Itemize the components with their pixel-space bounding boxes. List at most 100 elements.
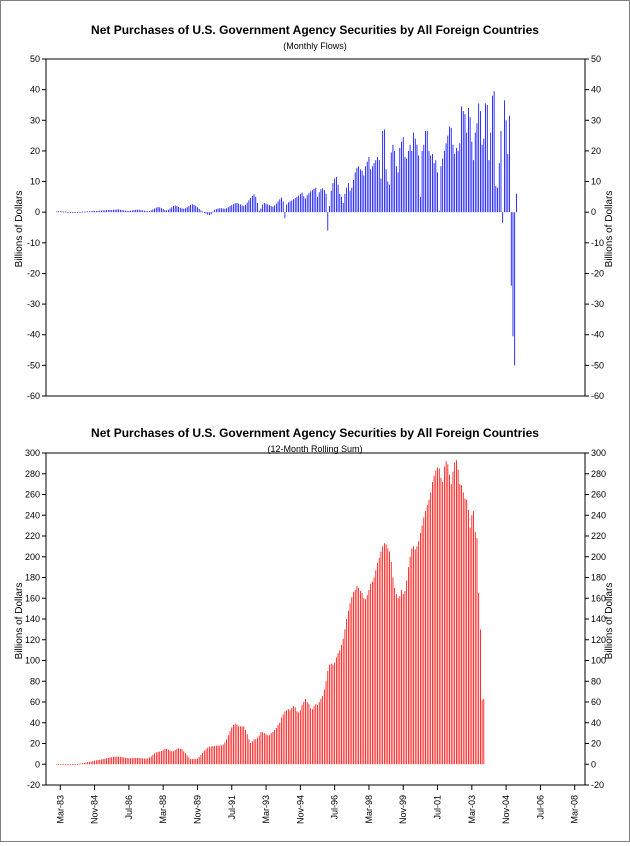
bar <box>339 193 341 213</box>
bar <box>423 144 425 213</box>
bar <box>215 745 217 765</box>
bar <box>270 206 272 213</box>
bar <box>238 203 240 213</box>
y-tick-label-right: 160 <box>591 593 606 603</box>
bar <box>135 758 137 765</box>
y-axis-label-left: Billions of Dollars <box>14 583 25 660</box>
bar <box>258 210 260 213</box>
bar <box>313 188 315 213</box>
bar <box>233 204 234 213</box>
chart-subtitle: (Monthly Flows) <box>283 41 347 51</box>
bar <box>296 711 298 765</box>
bar <box>445 461 447 765</box>
bar <box>498 163 500 213</box>
bar <box>413 546 414 765</box>
bar <box>317 196 318 213</box>
bar <box>183 208 185 213</box>
bar <box>468 108 469 213</box>
bar <box>497 187 498 213</box>
bar <box>289 201 291 213</box>
y-tick-label: -10 <box>27 238 40 248</box>
bar <box>133 210 135 213</box>
bar <box>106 758 107 765</box>
bar <box>58 764 59 766</box>
bar <box>95 760 97 765</box>
bar <box>454 462 456 765</box>
bar <box>94 210 95 213</box>
y-tick-label-right: -60 <box>591 391 604 401</box>
bar-series <box>56 460 485 766</box>
bar <box>481 144 483 213</box>
bar <box>402 137 404 213</box>
bar <box>66 764 68 766</box>
bar <box>128 210 130 213</box>
bar <box>162 209 164 213</box>
bar <box>222 208 224 213</box>
bar <box>514 212 516 366</box>
bar <box>298 195 300 213</box>
y-tick-label: 30 <box>30 115 40 125</box>
bar <box>383 129 385 213</box>
bar <box>308 704 310 765</box>
bar <box>275 203 277 213</box>
bar <box>275 727 277 765</box>
y-tick-label: 20 <box>30 739 40 749</box>
bar <box>111 210 113 213</box>
bar <box>407 150 409 213</box>
bar <box>87 211 89 213</box>
bar <box>392 577 394 765</box>
bar <box>293 199 294 213</box>
bar <box>209 746 210 765</box>
bar <box>281 717 282 765</box>
bar <box>359 590 361 765</box>
bar <box>137 758 138 765</box>
bar <box>334 662 336 765</box>
bar <box>516 193 517 213</box>
y-tick-label-right: -30 <box>591 299 604 309</box>
bar <box>77 764 78 765</box>
bar <box>390 561 392 765</box>
bar <box>382 546 384 765</box>
bar <box>185 208 186 213</box>
bar <box>447 135 449 213</box>
bar <box>358 166 360 213</box>
bar <box>138 209 140 213</box>
monthly-flows-chart: Net Purchases of U.S. Government Agency … <box>14 23 615 401</box>
bar <box>464 498 466 765</box>
bar <box>143 210 145 213</box>
bar <box>459 484 461 765</box>
bar <box>313 706 315 765</box>
y-tick-label-right: 200 <box>591 552 606 562</box>
bar <box>222 744 224 765</box>
bar <box>433 163 435 213</box>
bar <box>329 206 330 213</box>
y-tick-label: 300 <box>25 448 40 458</box>
y-tick-label-right: 40 <box>591 85 601 95</box>
bar <box>75 212 77 213</box>
bar <box>476 538 478 765</box>
bar <box>161 750 162 765</box>
bar <box>397 598 399 765</box>
bar <box>425 131 426 213</box>
y-tick-label-right: 140 <box>591 614 606 624</box>
bar <box>342 638 344 765</box>
bar <box>409 556 411 765</box>
bar <box>202 211 204 213</box>
bar <box>265 734 267 765</box>
x-tick-label: Mar-98 <box>364 795 374 824</box>
bar <box>71 212 73 213</box>
bar <box>121 210 123 213</box>
bar <box>65 764 66 766</box>
bar <box>435 160 437 213</box>
bar <box>277 724 279 765</box>
bar <box>377 157 378 213</box>
bar <box>217 208 219 213</box>
bar <box>154 753 155 765</box>
bar <box>150 756 152 765</box>
y-tick-label-right: -40 <box>591 330 604 340</box>
bar <box>421 150 423 213</box>
bar <box>114 209 116 213</box>
bar <box>423 517 425 765</box>
bar <box>173 751 174 765</box>
